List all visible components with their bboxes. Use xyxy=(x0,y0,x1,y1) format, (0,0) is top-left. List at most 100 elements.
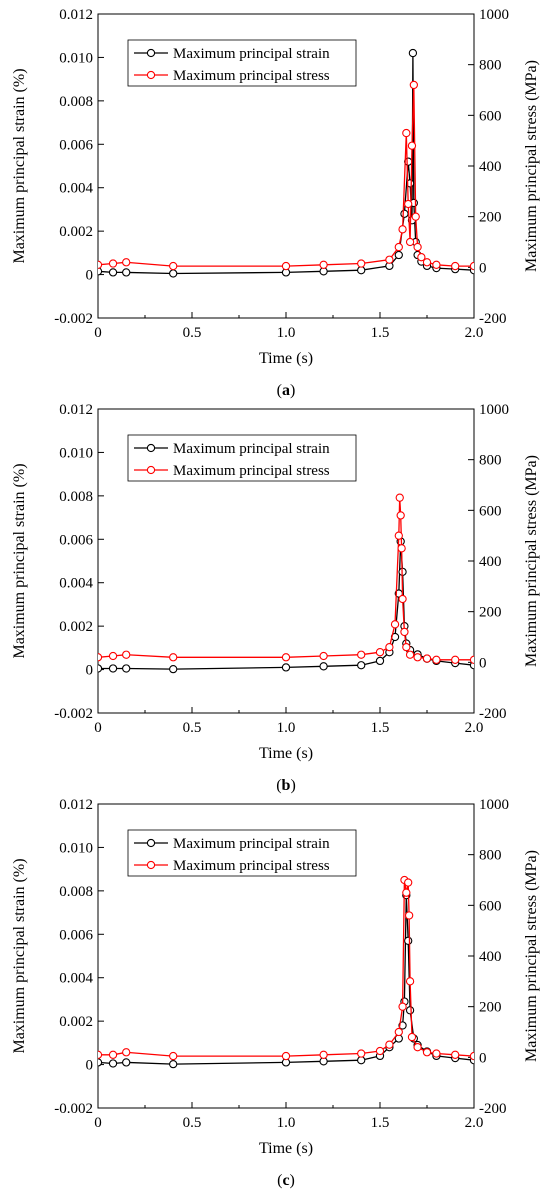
legend-marker xyxy=(146,70,156,80)
y-left-axis-label: Maximum principal strain (%) xyxy=(11,858,28,1053)
data-point xyxy=(281,653,291,662)
data-point xyxy=(405,977,415,986)
y-left-tick-label: 0 xyxy=(86,268,94,284)
legend-marker xyxy=(146,48,156,58)
y-right-axis-label: Maximum principal stress (MPa) xyxy=(523,60,540,272)
y-left-axis-label: Maximum principal strain (%) xyxy=(11,68,28,263)
y-left-tick-label: 0.004 xyxy=(59,971,93,987)
data-point xyxy=(404,199,413,209)
y-right-tick-label: 400 xyxy=(479,554,502,570)
y-right-tick-label: 1000 xyxy=(479,797,509,813)
y-right-axis-label: Maximum principal stress (MPa) xyxy=(523,455,540,667)
chart-svg: 0 0.5 1.0 1.5 2.0-0.00200.0020.0040.0060.008… xyxy=(11,7,540,399)
data-point xyxy=(385,255,394,264)
data-point xyxy=(319,260,328,269)
x-tick-label: 0.5 xyxy=(183,325,202,341)
y-right-tick-label: 800 xyxy=(479,58,502,74)
data-point xyxy=(108,664,118,673)
y-right-tick-label: 600 xyxy=(479,108,502,124)
data-point xyxy=(385,642,394,652)
panel-caption: (c) xyxy=(277,1172,295,1189)
data-point xyxy=(408,48,418,58)
y-left-tick-label: 0.006 xyxy=(59,927,93,943)
x-tick-label: 2.0 xyxy=(465,1115,484,1131)
y-right-tick-label: 800 xyxy=(479,453,502,469)
y-left-tick-label: 0.004 xyxy=(59,181,93,197)
y-left-tick-label: 0.002 xyxy=(59,224,93,240)
y-left-tick-label: 0.010 xyxy=(59,445,93,461)
legend: Maximum principal strain Maximum principa… xyxy=(127,434,357,482)
x-tick-label: 1.5 xyxy=(371,720,390,736)
data-point xyxy=(281,261,291,271)
data-point xyxy=(390,620,400,629)
y-right-tick-label: -200 xyxy=(479,706,507,722)
x-tick-label: 1.5 xyxy=(371,325,390,341)
data-point xyxy=(169,1059,178,1069)
data-point xyxy=(413,653,422,662)
y-left-tick-label: 0.008 xyxy=(59,489,93,505)
x-tick-label: 1.0 xyxy=(277,720,296,736)
data-point xyxy=(319,651,328,661)
y-left-tick-label: 0.008 xyxy=(59,94,93,110)
data-point xyxy=(319,662,328,671)
data-point xyxy=(469,1051,474,1061)
series-line xyxy=(98,497,474,661)
legend: Maximum principal strain Maximum principa… xyxy=(127,829,357,877)
data-point xyxy=(394,1027,403,1037)
data-point xyxy=(357,1049,366,1058)
data-point xyxy=(281,663,291,672)
legend-marker xyxy=(146,465,156,475)
y-left-tick-label: 0.012 xyxy=(59,402,93,418)
y-left-tick-label: 0.008 xyxy=(59,884,93,900)
y-right-tick-label: 200 xyxy=(479,210,502,226)
data-point xyxy=(451,1050,460,1059)
stress-series xyxy=(98,875,474,1061)
x-axis-label: Time (s) xyxy=(259,350,313,367)
y-right-tick-label: 400 xyxy=(479,949,502,965)
x-axis-label: Time (s) xyxy=(259,745,313,762)
series-line xyxy=(98,541,474,670)
y-left-tick-label: 0 xyxy=(86,663,94,679)
data-point xyxy=(402,888,411,897)
chart-svg: 0 0.5 1.0 1.5 2.0-0.00200.0020.0040.0060.008… xyxy=(11,797,540,1189)
data-point xyxy=(357,1056,366,1065)
x-tick-label: 1.5 xyxy=(371,1115,390,1131)
data-point xyxy=(122,258,131,267)
y-left-tick-label: 0.006 xyxy=(59,532,93,548)
data-point xyxy=(417,253,426,262)
data-point xyxy=(400,627,409,637)
data-point xyxy=(319,1050,328,1059)
data-point xyxy=(357,661,366,670)
data-point xyxy=(432,260,441,269)
y-left-tick-label: -0.002 xyxy=(54,311,93,327)
data-point xyxy=(357,650,366,659)
data-point xyxy=(400,209,409,218)
x-tick-label: 0.5 xyxy=(183,720,202,736)
chart-svg: 0 0.5 1.0 1.5 2.0-0.00200.0020.0040.0060.008… xyxy=(11,402,540,794)
legend-stress-label: Maximum principal stress xyxy=(173,858,330,874)
chart-panel-c: 0 0.5 1.0 1.5 2.0 -0.002 0 0.002 0.004 0.006 0.008… xyxy=(0,790,550,1190)
legend-marker xyxy=(146,860,156,870)
legend-strain-label: Maximum principal strain xyxy=(173,836,330,852)
stress-series xyxy=(98,493,474,664)
data-point xyxy=(394,242,403,252)
data-point xyxy=(451,655,460,664)
legend-marker xyxy=(146,443,156,453)
data-point xyxy=(469,261,474,271)
data-point xyxy=(169,269,178,278)
y-right-tick-label: 0 xyxy=(479,655,487,671)
x-tick-label: 0 xyxy=(94,720,102,736)
panel-caption: (b) xyxy=(276,777,296,794)
y-right-tick-label: 0 xyxy=(479,1050,487,1066)
data-point xyxy=(402,128,411,138)
legend-box xyxy=(127,39,357,87)
data-point xyxy=(405,1006,415,1015)
legend: Maximum principal strain Maximum principa… xyxy=(127,39,357,87)
data-point xyxy=(422,654,432,663)
data-point xyxy=(469,655,474,664)
data-point xyxy=(398,1021,407,1030)
y-left-tick-label: 0.012 xyxy=(59,797,93,813)
data-point xyxy=(122,268,131,277)
chart-panel-b: 0 0.5 1.0 1.5 2.0 -0.002 0 0.002 0.004 0.006 0.008… xyxy=(0,395,550,795)
data-point xyxy=(122,1058,131,1067)
